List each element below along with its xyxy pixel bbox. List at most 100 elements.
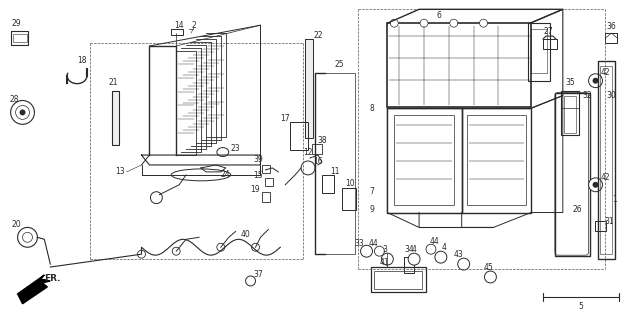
Bar: [597, 61, 615, 259]
Bar: [561, 91, 578, 135]
Bar: [600, 66, 612, 254]
Polygon shape: [18, 275, 50, 304]
Text: 16: 16: [313, 157, 323, 166]
Circle shape: [593, 182, 598, 188]
Bar: [290, 122, 308, 150]
Bar: [112, 91, 119, 145]
Text: 45: 45: [484, 263, 493, 272]
Bar: [262, 165, 270, 173]
Circle shape: [426, 244, 436, 254]
Text: 4: 4: [412, 245, 416, 254]
Text: 29: 29: [12, 19, 21, 28]
Bar: [564, 96, 576, 133]
Bar: [305, 39, 313, 138]
Circle shape: [18, 228, 38, 247]
Text: 1: 1: [612, 195, 617, 204]
Bar: [555, 92, 590, 256]
Text: 44: 44: [430, 237, 440, 246]
Circle shape: [485, 271, 496, 283]
Text: 5: 5: [578, 302, 583, 311]
Text: 21: 21: [109, 78, 118, 87]
Text: 3: 3: [382, 245, 387, 254]
Bar: [265, 178, 274, 186]
Bar: [528, 23, 550, 81]
Bar: [342, 188, 356, 210]
Circle shape: [480, 19, 488, 27]
Circle shape: [381, 253, 393, 265]
Text: 42: 42: [600, 68, 610, 77]
Circle shape: [588, 74, 602, 88]
Circle shape: [361, 245, 372, 257]
Text: 33: 33: [355, 239, 364, 248]
Bar: [172, 29, 183, 35]
Text: 11: 11: [330, 167, 339, 176]
Circle shape: [245, 276, 255, 286]
Bar: [312, 144, 322, 154]
Text: 36: 36: [607, 22, 616, 31]
Text: 39: 39: [254, 156, 264, 164]
Text: 7: 7: [369, 187, 374, 196]
Text: 38: 38: [317, 136, 327, 145]
Circle shape: [435, 251, 447, 263]
Ellipse shape: [217, 148, 228, 156]
Circle shape: [391, 19, 398, 27]
Text: 12: 12: [303, 148, 313, 156]
Text: 14: 14: [175, 21, 184, 30]
Circle shape: [252, 243, 259, 251]
Bar: [374, 271, 422, 289]
Bar: [262, 192, 270, 202]
Bar: [462, 108, 531, 212]
Bar: [11, 31, 29, 45]
Text: 44: 44: [369, 239, 378, 248]
Text: 31: 31: [605, 217, 614, 226]
Text: 30: 30: [607, 91, 616, 100]
Text: 40: 40: [241, 230, 250, 239]
Circle shape: [374, 246, 384, 256]
Text: 19: 19: [250, 185, 260, 194]
Bar: [466, 116, 526, 204]
Text: 37: 37: [254, 270, 264, 279]
Text: 10: 10: [345, 179, 354, 188]
Circle shape: [138, 250, 145, 258]
Text: 42: 42: [600, 173, 610, 182]
Circle shape: [450, 19, 458, 27]
Circle shape: [588, 178, 602, 192]
Circle shape: [217, 243, 225, 251]
Text: 15: 15: [254, 172, 264, 180]
Text: 28: 28: [10, 95, 19, 104]
Text: 6: 6: [436, 11, 441, 20]
Circle shape: [172, 247, 180, 255]
Circle shape: [19, 109, 26, 116]
Text: 4: 4: [441, 243, 446, 252]
Text: 23: 23: [231, 144, 240, 153]
Circle shape: [11, 100, 34, 124]
Text: 34: 34: [404, 245, 414, 254]
Text: 35: 35: [566, 78, 576, 87]
Text: FR.: FR.: [44, 275, 61, 284]
Text: 18: 18: [77, 56, 87, 65]
Text: 32: 32: [583, 91, 592, 100]
Text: 20: 20: [12, 220, 21, 229]
Circle shape: [408, 253, 420, 265]
Bar: [531, 29, 547, 73]
Text: 25: 25: [335, 60, 344, 69]
Bar: [595, 221, 607, 231]
Text: 2: 2: [192, 21, 197, 30]
Bar: [322, 175, 334, 193]
Bar: [13, 34, 26, 42]
Text: 13: 13: [115, 167, 125, 176]
Text: 8: 8: [369, 104, 374, 113]
Bar: [404, 257, 414, 273]
Circle shape: [458, 258, 470, 270]
Text: 27: 27: [543, 27, 553, 36]
Text: 17: 17: [280, 114, 290, 123]
Text: 41: 41: [379, 258, 389, 267]
Bar: [387, 108, 462, 212]
Text: 26: 26: [573, 205, 583, 214]
Bar: [605, 33, 617, 43]
Text: 9: 9: [369, 205, 374, 214]
Text: 43: 43: [454, 250, 464, 259]
Circle shape: [593, 78, 598, 84]
Bar: [394, 116, 454, 204]
Bar: [371, 267, 426, 292]
